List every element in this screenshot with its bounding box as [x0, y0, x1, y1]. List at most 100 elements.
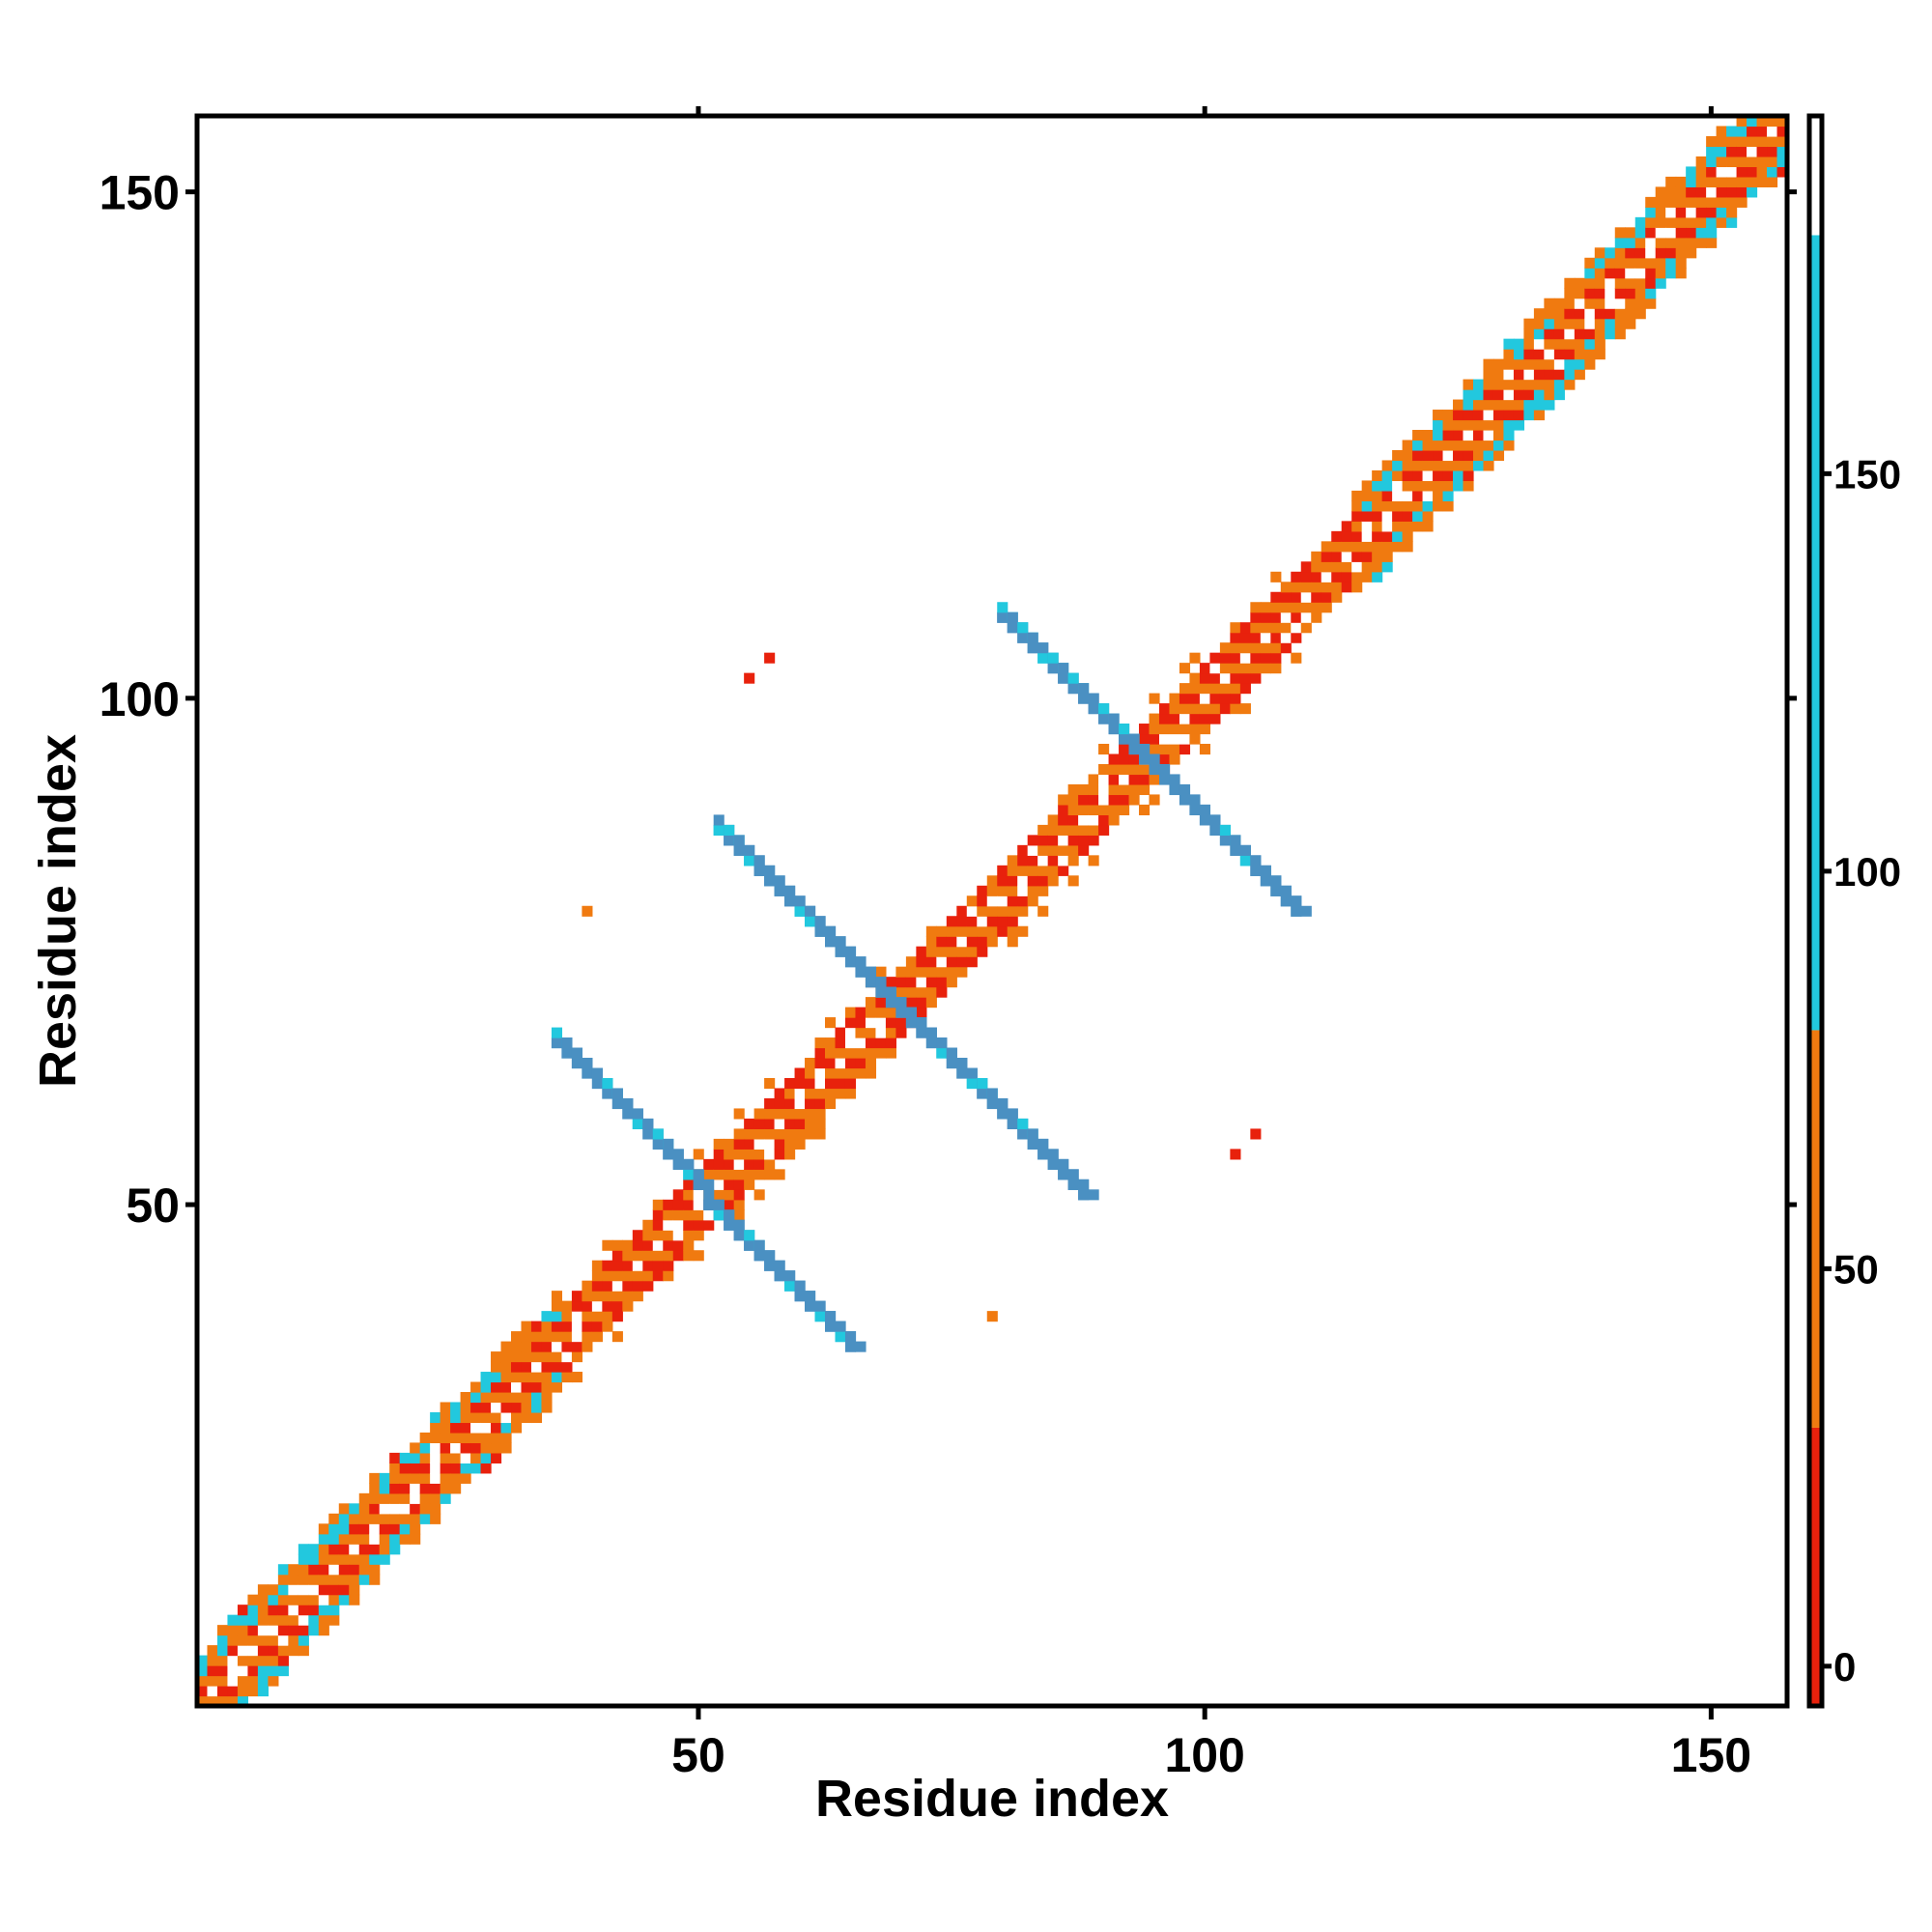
heatmap-cell-diagonal	[1605, 247, 1616, 259]
y-tick-label: 150	[99, 166, 180, 220]
heatmap-cell-diagonal	[1351, 490, 1363, 501]
heatmap-cell-diagonal	[1503, 419, 1515, 431]
heatmap-cell-diagonal	[895, 977, 907, 988]
heatmap-cell-diagonal	[622, 1270, 634, 1282]
heatmap-cell-diagonal	[1433, 469, 1444, 482]
heatmap-cell-diagonal	[814, 1097, 826, 1110]
heatmap-cell-diagonal	[1736, 156, 1747, 168]
heatmap-cell-diagonal	[1442, 440, 1454, 451]
heatmap-cell-diagonal	[977, 905, 988, 917]
heatmap-cell-diagonal	[1513, 358, 1525, 370]
heatmap-cell-diagonal	[541, 1341, 553, 1352]
heatmap-cell-diagonal	[1250, 622, 1262, 634]
heatmap-cell-diagonal	[784, 1118, 796, 1129]
heatmap-cell-diagonal	[1655, 257, 1666, 269]
heatmap-cell-diagonal	[1675, 237, 1687, 248]
heatmap-cell-diagonal	[855, 1017, 867, 1029]
heatmap-cell-diagonal	[1564, 298, 1576, 309]
heatmap-cell-diagonal	[925, 936, 937, 948]
heatmap-cell-diagonal	[379, 1492, 390, 1504]
heatmap-cell-contact	[1027, 642, 1038, 654]
heatmap-cell-contact	[1027, 632, 1038, 643]
heatmap-cell-diagonal	[885, 1007, 896, 1018]
heatmap-cell-diagonal	[1544, 399, 1555, 411]
heatmap-cell-diagonal	[480, 1381, 492, 1393]
heatmap-cell-diagonal	[379, 1483, 390, 1494]
heatmap-cell-diagonal	[257, 1605, 269, 1616]
heatmap-cell-diagonal	[1665, 268, 1677, 279]
heatmap-cell-diagonal	[521, 1372, 532, 1383]
heatmap-cell-diagonal	[1219, 683, 1231, 695]
heatmap-cell-diagonal	[247, 1675, 259, 1687]
heatmap-cell-point	[986, 1311, 998, 1322]
heatmap-cell-diagonal	[1321, 551, 1332, 562]
heatmap-cell-diagonal	[440, 1432, 451, 1444]
heatmap-cell-diagonal	[419, 1472, 431, 1484]
heatmap-cell-contact	[1078, 683, 1090, 695]
heatmap-cell-diagonal	[419, 1492, 431, 1504]
heatmap-cell-diagonal	[1179, 693, 1191, 704]
heatmap-cell-diagonal	[663, 1199, 674, 1210]
heatmap-cell-diagonal	[389, 1503, 401, 1515]
heatmap-cell-diagonal	[1139, 724, 1151, 735]
heatmap-cell-diagonal	[288, 1614, 299, 1626]
heatmap-cell-diagonal	[1108, 763, 1120, 776]
heatmap-cell-diagonal	[521, 1402, 532, 1413]
heatmap-cell-diagonal	[672, 1219, 684, 1231]
heatmap-cell-diagonal	[1321, 561, 1332, 573]
heatmap-cell-diagonal	[1564, 318, 1576, 329]
heatmap-cell-diagonal	[430, 1411, 441, 1424]
heatmap-cell-diagonal	[774, 1108, 785, 1120]
heatmap-cell-diagonal	[1634, 277, 1646, 289]
heatmap-cell-diagonal	[1017, 925, 1029, 937]
heatmap-cell-contact	[1119, 733, 1130, 745]
heatmap-cell-diagonal	[1219, 703, 1231, 715]
heatmap-cell-diagonal	[551, 1351, 563, 1363]
heatmap-cell-diagonal	[865, 1037, 877, 1049]
heatmap-cell-diagonal	[1381, 541, 1393, 553]
heatmap-cell-diagonal	[1047, 835, 1059, 846]
heatmap-cell-diagonal	[1381, 469, 1393, 482]
heatmap-cell-diagonal	[1706, 176, 1718, 187]
heatmap-cell-diagonal	[571, 1372, 582, 1383]
heatmap-cell-diagonal	[936, 936, 948, 948]
heatmap-cell-diagonal	[997, 895, 1009, 907]
heatmap-cell-diagonal	[1736, 186, 1747, 198]
heatmap-cell-diagonal	[247, 1605, 259, 1616]
heatmap-cell-diagonal	[1533, 410, 1545, 421]
heatmap-cell-diagonal	[1078, 835, 1090, 846]
heatmap-cell-diagonal	[1321, 571, 1332, 582]
heatmap-cell-diagonal	[1139, 763, 1151, 776]
heatmap-cell-diagonal	[491, 1411, 502, 1424]
heatmap-cell-diagonal	[1098, 783, 1110, 796]
heatmap-cell-diagonal	[379, 1544, 390, 1555]
heatmap-cell-diagonal	[1098, 794, 1110, 806]
heatmap-cell-diagonal	[308, 1614, 320, 1626]
heatmap-cell-contact	[1250, 865, 1262, 876]
heatmap-cell-diagonal	[399, 1492, 411, 1504]
heatmap-cell-diagonal	[521, 1381, 532, 1393]
heatmap-cell-diagonal	[257, 1645, 269, 1657]
heatmap-cell-contact	[966, 1067, 978, 1079]
heatmap-cell-diagonal	[591, 1331, 603, 1343]
heatmap-cell-diagonal	[530, 1402, 543, 1413]
heatmap-cell-diagonal	[1230, 693, 1241, 704]
heatmap-cell-diagonal	[1625, 237, 1636, 248]
heatmap-cell-diagonal	[440, 1483, 451, 1494]
heatmap-cell-diagonal	[764, 1077, 776, 1090]
heatmap-cell-diagonal	[1605, 277, 1616, 289]
heatmap-cell-diagonal	[410, 1463, 421, 1474]
heatmap-cell-contact	[1037, 642, 1049, 654]
heatmap-cell-contact	[733, 1230, 745, 1241]
heatmap-cell-diagonal	[703, 1209, 715, 1221]
heatmap-cell-diagonal	[308, 1584, 320, 1596]
heatmap-cell-diagonal	[237, 1665, 249, 1677]
heatmap-cell-diagonal	[814, 1128, 826, 1140]
heatmap-cell-diagonal	[1463, 460, 1474, 471]
heatmap-cell-diagonal	[1747, 166, 1758, 178]
heatmap-cell-diagonal	[1119, 744, 1130, 755]
heatmap-cell-diagonal	[1402, 469, 1413, 482]
heatmap-cell-diagonal	[1199, 744, 1210, 755]
heatmap-cell-diagonal	[1139, 733, 1151, 745]
heatmap-cell-diagonal	[1716, 135, 1727, 148]
